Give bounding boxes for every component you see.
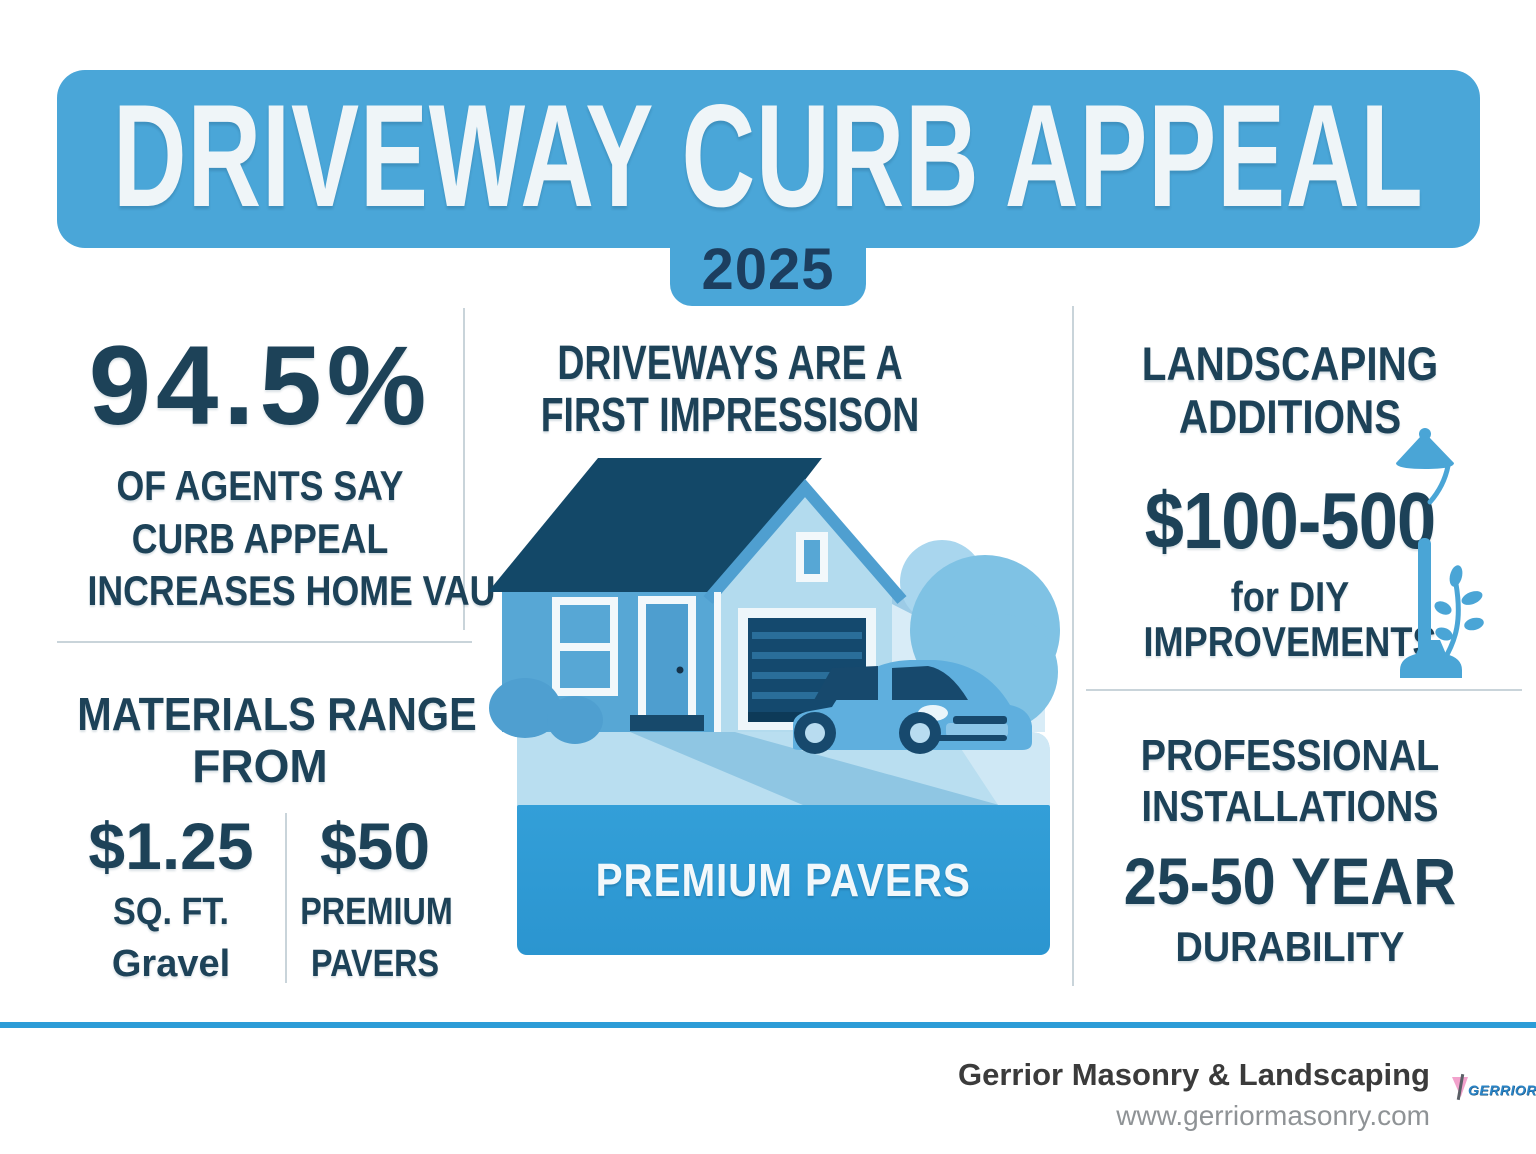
materials-heading-line1: MATERIALS RANGE [77,688,477,740]
year-tab: 2025 [670,241,866,306]
agents-caption-line1: OF AGENTS SAY [116,462,404,509]
landscaping-subcaption: for DIY IMPROVEMENTS [1103,573,1476,666]
center-heading-line2: FIRST IMPRESSISON [540,389,920,443]
car-icon [793,660,1032,754]
materials-options-row: $1.25 SQ. FT. Gravel $50 PREMIUM PAVERS [57,812,463,983]
landscaping-sub-line2: IMPROVEMENTS [1143,618,1437,666]
landscaping-block: LANDSCAPING ADDITIONS $100-500 for DIY I… [1073,337,1507,666]
page-title: DRIVEWAY CURB APPEAL [113,74,1424,237]
gerrior-logo: GERRIOR™ [1452,1073,1536,1108]
divider-right-horizontal [1086,689,1522,691]
corner-trim [714,592,721,732]
materials-heading-line2: FROM [192,740,328,793]
gravel-price: $1.25 [88,808,254,883]
footer-divider-line [0,1022,1536,1028]
agents-stat-caption: OF AGENTS SAY CURB APPEAL INCREASES HOME… [87,460,496,618]
gable-roof-edge [703,478,907,604]
title-banner: DRIVEWAY CURB APPEAL [57,70,1480,248]
footer-website: www.gerriormasonry.com [1116,1100,1430,1132]
durability-value: 25-50 YEAR [1123,844,1457,919]
material-option-gravel: $1.25 SQ. FT. Gravel [57,813,285,983]
footer-company-name: Gerrior Masonry & Landscaping [958,1057,1430,1092]
pavers-price: $50 [319,808,431,883]
landscaping-heading-line1: LANDSCAPING [1141,337,1439,390]
bush-icon [489,678,603,744]
pavers-unit: PREMIUM [300,890,453,933]
landscaping-price-range: $100-500 [1144,476,1436,566]
attic-window [796,532,828,582]
lamp-post-icon [1396,428,1484,678]
center-heading-line1: DRIVEWAYS ARE A [557,337,903,390]
agents-caption-line3: INCREASES HOME VAU [87,567,496,614]
front-door [630,596,704,731]
durability-label: DURABILITY [1175,923,1405,971]
professional-heading-line2: INSTALLATIONS [1141,782,1439,832]
agents-stat-value: 94.5% [88,323,432,448]
divider-left-horizontal [57,641,472,643]
gravel-unit: SQ. FT. [113,890,229,933]
logo-wordmark: GERRIOR™ [1468,1082,1536,1098]
premium-pavers-label: PREMIUM PAVERS [595,854,972,906]
premium-pavers-panel: PREMIUM PAVERS [517,805,1050,955]
divider-left-vertical [463,308,465,630]
landscaping-sub-line1: for DIY [1230,573,1350,621]
professional-heading: PROFESSIONAL INSTALLATIONS [1103,730,1476,832]
year-label: 2025 [701,237,835,302]
landscaping-heading: LANDSCAPING ADDITIONS [1103,337,1476,443]
materials-block: MATERIALS RANGE FROM $1.25 SQ. FT. Grave… [57,688,477,983]
center-heading: DRIVEWAYS ARE A FIRST IMPRESSISON [523,337,936,443]
footer-text-block: Gerrior Masonry & Landscaping www.gerrio… [958,1057,1430,1132]
professional-heading-line1: PROFESSIONAL [1140,731,1440,780]
professional-block: PROFESSIONAL INSTALLATIONS 25-50 YEAR DU… [1073,730,1507,968]
material-option-pavers: $50 PREMIUM PAVERS [287,813,463,983]
agents-caption-line2: CURB APPEAL [131,514,389,562]
materials-divider [285,812,287,983]
house-illustration [488,458,1060,808]
front-window [552,597,618,696]
gravel-label: Gravel [111,942,231,985]
divider-right-vertical [1072,306,1074,986]
agents-stat-block: 94.5% OF AGENTS SAY CURB APPEAL INCREASE… [57,323,496,618]
pavers-label: PAVERS [310,942,440,985]
landscaping-heading-line2: ADDITIONS [1178,389,1402,443]
